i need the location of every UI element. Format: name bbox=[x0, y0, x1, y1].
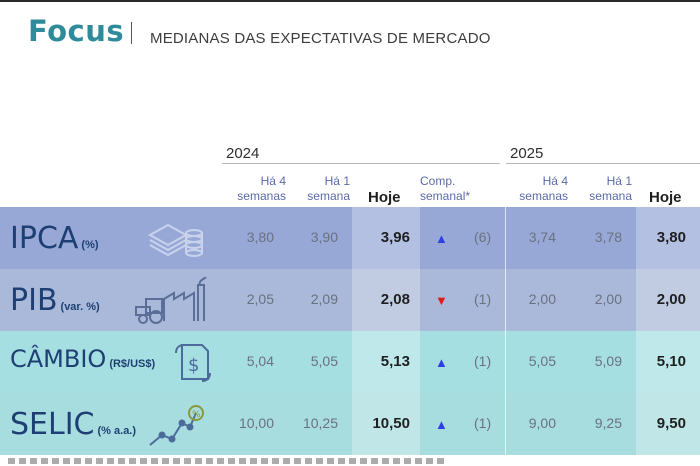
value-2024-ha4: 3,80 bbox=[246, 229, 274, 245]
header-2025-ha4: Há 4 semanas bbox=[519, 174, 568, 203]
value-2025-hoje: 5,10 bbox=[656, 353, 686, 370]
indicator-label: IPCA (%) bbox=[10, 221, 99, 256]
weeks-count: (1) bbox=[474, 415, 492, 431]
year-2024-rule bbox=[222, 163, 500, 164]
value-2024-ha4: 5,04 bbox=[246, 353, 274, 369]
trend-up-icon: ▲ bbox=[435, 231, 448, 246]
value-2024-ha1: 5,05 bbox=[310, 353, 338, 369]
year-2025-rule bbox=[506, 163, 700, 164]
svg-text:%: % bbox=[192, 410, 201, 420]
value-2024-ha1: 2,09 bbox=[310, 291, 338, 307]
value-2025-ha1: 9,25 bbox=[594, 415, 622, 431]
top-border bbox=[0, 0, 700, 2]
value-2025-ha4: 5,05 bbox=[528, 353, 556, 369]
header-2024-ha4: Há 4 semanas bbox=[237, 174, 286, 203]
weeks-count: (6) bbox=[474, 229, 492, 245]
header-2024-ha1: Há 1 semana bbox=[307, 174, 350, 203]
svg-text:$: $ bbox=[188, 355, 199, 376]
value-2025-hoje: 3,80 bbox=[656, 229, 686, 246]
trend-down-icon: ▼ bbox=[435, 293, 448, 308]
table-row-cambio: CÂMBIO (R$/US$) $ 5,04 5,05 5,13 ▲ (1) 5,… bbox=[0, 331, 700, 393]
brand-title: Focus bbox=[28, 14, 125, 48]
value-2025-ha1: 5,09 bbox=[594, 353, 622, 369]
trend-up-icon: ▲ bbox=[435, 355, 448, 370]
value-2025-hoje: 2,00 bbox=[656, 291, 686, 308]
indicator-label: CÂMBIO (R$/US$) bbox=[10, 345, 156, 373]
trend-up-icon: ▲ bbox=[435, 417, 448, 432]
value-2025-ha4: 3,74 bbox=[528, 229, 556, 245]
value-2024-hoje: 2,08 bbox=[380, 291, 410, 308]
rising-chart-percent-icon: % bbox=[146, 401, 206, 454]
header-2024-hoje: Hoje bbox=[368, 189, 401, 206]
header-2025-hoje: Hoje bbox=[649, 189, 682, 206]
value-2025-ha1: 2,00 bbox=[594, 291, 622, 307]
value-2024-ha4: 10,00 bbox=[238, 415, 274, 431]
title-divider bbox=[131, 22, 132, 44]
value-2024-ha4: 2,05 bbox=[246, 291, 274, 307]
header-2025-ha1: Há 1 semana bbox=[589, 174, 632, 203]
value-2025-ha4: 9,00 bbox=[528, 415, 556, 431]
value-2024-ha1: 3,90 bbox=[310, 229, 338, 245]
footnote-text-cutoff bbox=[8, 458, 448, 464]
table-row-selic: SELIC (% a.a.) % 10,00 10,25 10,50 ▲ (1) … bbox=[0, 393, 700, 455]
page-subtitle: MEDIANAS DAS EXPECTATIVAS DE MERCADO bbox=[150, 30, 491, 47]
value-2024-hoje: 10,50 bbox=[372, 415, 410, 432]
header-comp-semanal: Comp. semanal* bbox=[420, 174, 471, 203]
currency-exchange-icon: $ bbox=[174, 339, 212, 390]
year-2025-label: 2025 bbox=[510, 145, 544, 162]
weeks-count: (1) bbox=[474, 353, 492, 369]
value-2025-hoje: 9,50 bbox=[656, 415, 686, 432]
indicator-label: PIB (var. %) bbox=[10, 283, 100, 318]
value-2025-ha1: 3,78 bbox=[594, 229, 622, 245]
weeks-count: (1) bbox=[474, 291, 492, 307]
value-2024-ha1: 10,25 bbox=[302, 415, 338, 431]
indicator-label: SELIC (% a.a.) bbox=[10, 407, 137, 442]
tractor-factory-icon bbox=[134, 276, 214, 330]
value-2025-ha4: 2,00 bbox=[528, 291, 556, 307]
money-stack-icon bbox=[146, 215, 206, 266]
value-2024-hoje: 5,13 bbox=[380, 353, 410, 370]
value-2024-hoje: 3,96 bbox=[380, 229, 410, 246]
table-row-ipca: IPCA (%) 3,80 3,90 3,96 ▲ (6) 3,74 3,78 3… bbox=[0, 207, 700, 269]
table-row-pib: PIB (var. %) 2,05 2,09 2,08 ▼ (1) 2,00 2,… bbox=[0, 269, 700, 331]
year-2024-label: 2024 bbox=[226, 145, 260, 162]
